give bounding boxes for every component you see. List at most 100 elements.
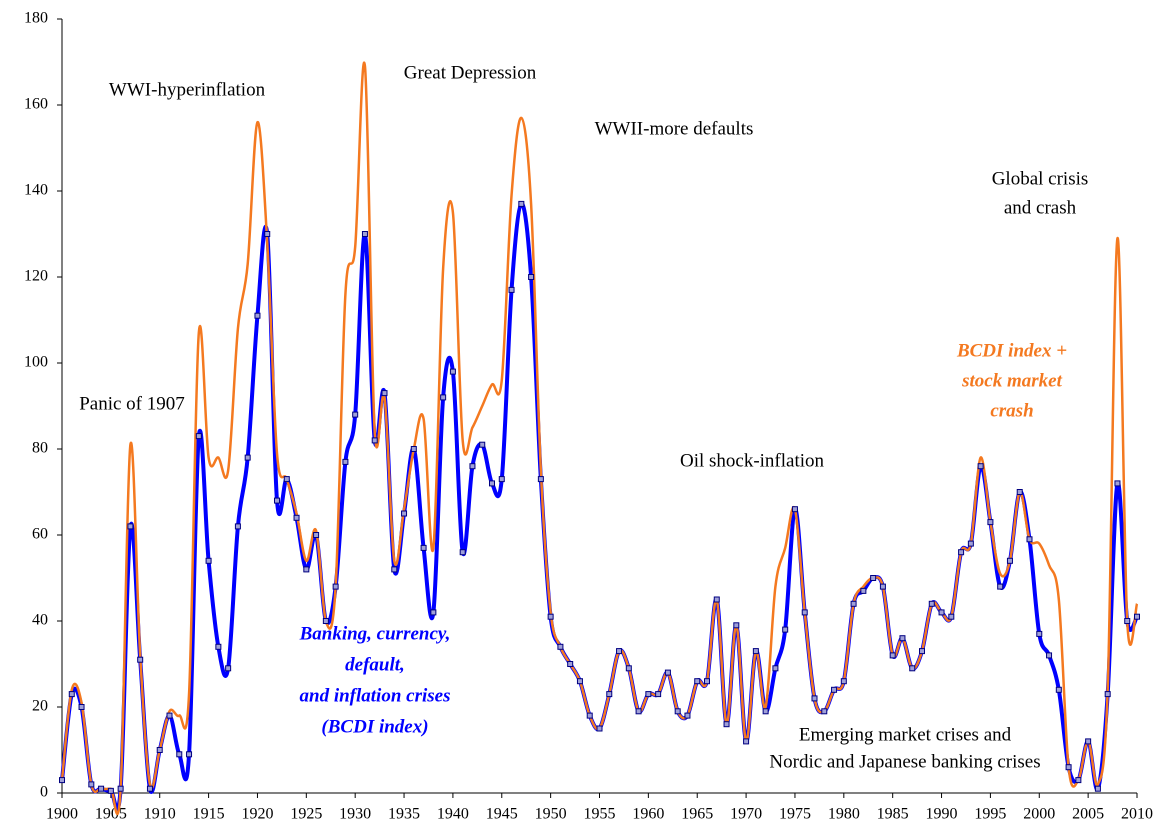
- point-marker: [606, 691, 613, 698]
- point-marker: [146, 785, 153, 792]
- point-marker: [938, 609, 945, 616]
- series-line: [60, 61, 1139, 816]
- series-label: Banking, currency,: [299, 623, 451, 644]
- point-marker: [88, 781, 95, 788]
- point-marker: [1036, 630, 1043, 637]
- point-marker: [889, 652, 896, 659]
- point-marker: [801, 609, 808, 616]
- point-marker: [332, 583, 339, 590]
- series-label: and inflation crises: [300, 685, 451, 706]
- point-marker: [440, 394, 447, 401]
- point-marker: [391, 566, 398, 573]
- y-tick-label: 40: [32, 612, 48, 629]
- point-marker: [352, 411, 359, 418]
- point-marker: [1006, 557, 1013, 564]
- x-tick-label: 1935: [388, 806, 420, 823]
- point-marker: [381, 390, 388, 397]
- point-marker: [361, 231, 368, 237]
- point-marker: [684, 712, 691, 719]
- point-marker: [821, 708, 828, 715]
- point-marker: [420, 544, 427, 551]
- x-tick-label: 1970: [730, 806, 762, 823]
- point-marker: [254, 312, 261, 319]
- y-tick-label: 180: [24, 10, 48, 27]
- point-marker: [948, 613, 955, 620]
- point-marker: [928, 600, 935, 607]
- x-tick-label: 1985: [877, 806, 909, 823]
- point-marker: [782, 626, 789, 633]
- x-tick-label: 1945: [486, 806, 518, 823]
- point-marker: [547, 613, 554, 620]
- point-marker: [743, 738, 750, 745]
- point-marker: [840, 678, 847, 685]
- point-marker: [528, 274, 535, 280]
- point-marker: [215, 643, 222, 650]
- point-marker: [733, 622, 740, 629]
- point-marker: [831, 686, 838, 693]
- point-marker: [293, 514, 300, 521]
- point-marker: [117, 785, 124, 792]
- point-marker: [225, 665, 232, 672]
- point-marker: [78, 704, 85, 710]
- point-marker: [98, 785, 105, 792]
- point-marker: [283, 476, 290, 483]
- point-marker: [1026, 536, 1033, 543]
- y-tick-label: 160: [24, 96, 48, 113]
- point-marker: [997, 583, 1004, 590]
- point-marker: [1094, 785, 1101, 792]
- point-marker: [713, 596, 720, 603]
- point-marker: [879, 583, 886, 590]
- point-marker: [616, 648, 623, 655]
- point-marker: [537, 476, 544, 483]
- point-marker: [596, 725, 603, 732]
- point-marker: [967, 540, 974, 547]
- point-marker: [811, 695, 818, 702]
- point-marker: [664, 669, 671, 676]
- y-tick-label: 20: [32, 698, 48, 715]
- x-tick-label: 1900: [46, 806, 78, 823]
- point-marker: [977, 463, 984, 470]
- annotation: and crash: [1004, 197, 1077, 218]
- point-marker: [919, 648, 925, 655]
- annotation: WWII-more defaults: [595, 118, 754, 139]
- point-marker: [166, 712, 173, 719]
- point-marker: [274, 497, 280, 504]
- x-tick-label: 1940: [437, 806, 469, 823]
- point-marker: [205, 557, 212, 564]
- point-marker: [850, 600, 857, 607]
- x-tick-label: 1955: [584, 806, 616, 823]
- x-tick-label: 2005: [1072, 806, 1104, 823]
- x-tick-label: 1925: [290, 806, 322, 823]
- annotation: Oil shock-inflation: [680, 450, 825, 471]
- point-marker: [518, 200, 525, 207]
- point-marker: [303, 566, 310, 573]
- x-tick-label: 1920: [241, 806, 273, 823]
- point-marker: [195, 433, 202, 440]
- y-tick-label: 80: [32, 440, 48, 457]
- point-marker: [244, 454, 251, 461]
- point-marker: [674, 708, 681, 715]
- point-marker: [371, 437, 378, 444]
- point-marker: [107, 787, 114, 794]
- y-tick-label: 100: [24, 354, 48, 371]
- point-marker: [752, 648, 759, 655]
- point-marker: [1085, 738, 1092, 745]
- point-marker: [860, 587, 867, 594]
- point-marker: [772, 665, 779, 672]
- point-marker: [791, 506, 798, 513]
- point-marker: [1046, 652, 1053, 659]
- point-marker: [410, 446, 417, 452]
- point-marker: [186, 751, 193, 758]
- point-marker: [313, 532, 320, 538]
- series-label: default,: [345, 654, 405, 675]
- x-tick-label: 1950: [535, 806, 567, 823]
- point-marker: [899, 635, 906, 642]
- point-marker: [557, 643, 564, 650]
- x-tick-label: 2010: [1121, 806, 1153, 823]
- x-tick-label: 2000: [1023, 806, 1055, 823]
- series-label: BCDI index +: [956, 340, 1067, 361]
- x-tick-label: 1990: [926, 806, 958, 823]
- point-marker: [1065, 764, 1072, 771]
- point-marker: [1016, 489, 1023, 495]
